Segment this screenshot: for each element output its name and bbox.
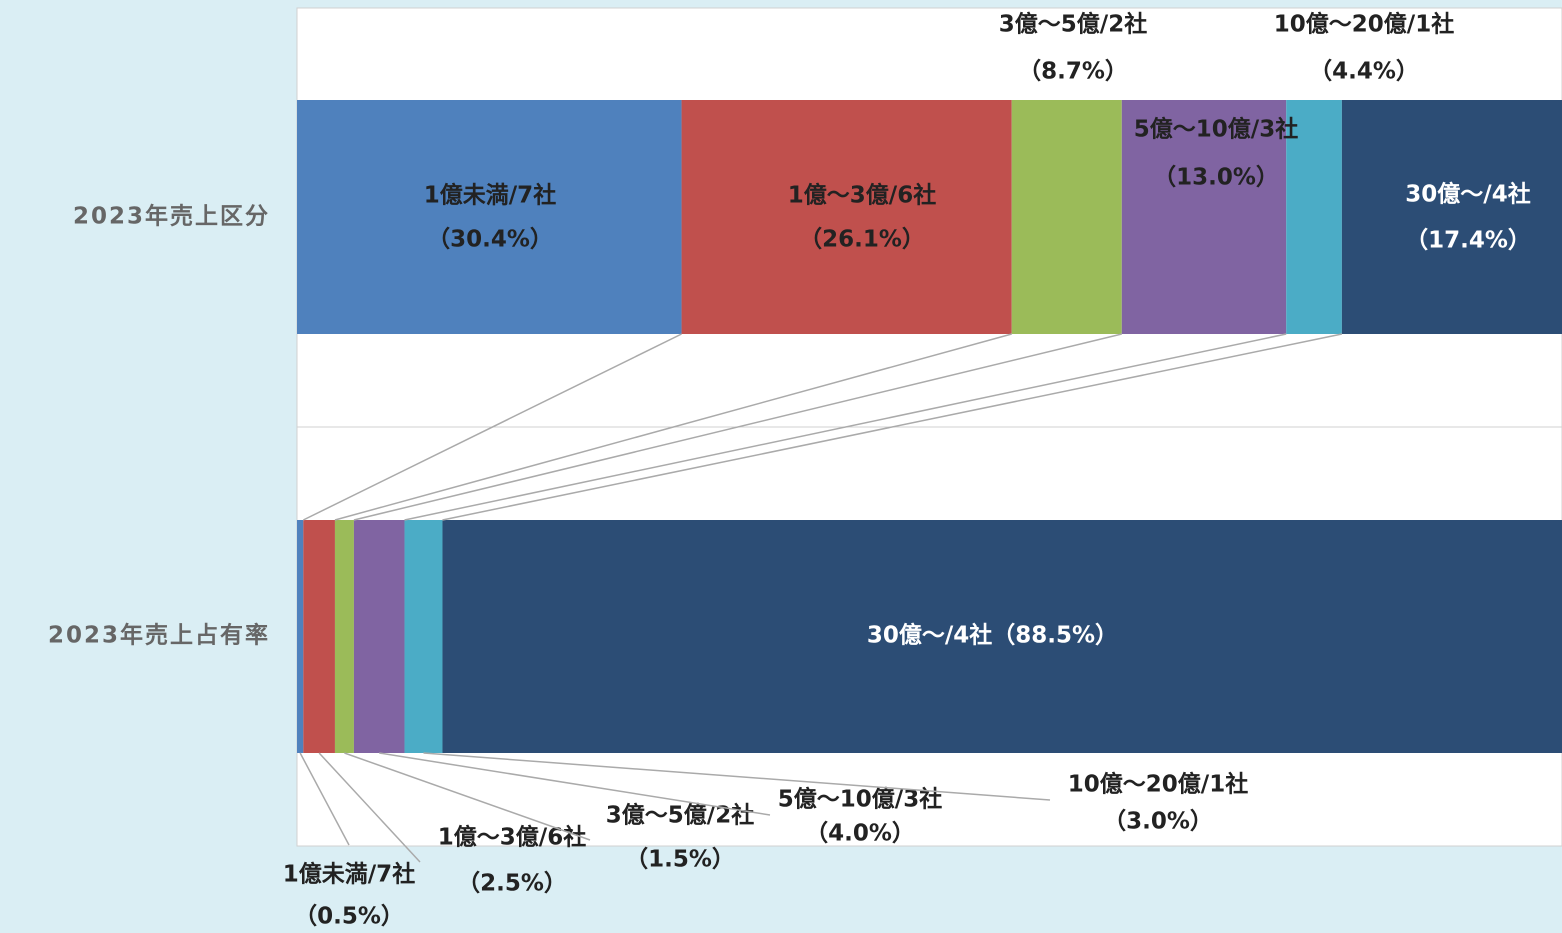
leader-line bbox=[318, 752, 421, 863]
bar-segment bbox=[404, 520, 443, 753]
data-label-value: （30.4%） bbox=[427, 226, 553, 253]
bar-segment bbox=[297, 100, 682, 334]
bar-segment bbox=[1286, 100, 1342, 334]
leader-line bbox=[423, 752, 1051, 801]
data-label-name: 30億～/4社 bbox=[1405, 181, 1530, 208]
data-label-value: （13.0%） bbox=[1153, 164, 1279, 191]
series-line bbox=[302, 333, 682, 521]
data-label-value: （4.0%） bbox=[805, 820, 915, 847]
data-label-value: （0.5%） bbox=[294, 903, 404, 930]
bar-segment bbox=[334, 520, 354, 753]
data-label-value: （2.5%） bbox=[457, 870, 567, 897]
leader-line bbox=[299, 752, 350, 846]
data-label-name: 3億～5億/2社 bbox=[999, 11, 1147, 38]
bar-segment bbox=[681, 100, 1012, 334]
data-label-value: （26.1%） bbox=[799, 226, 925, 253]
data-label-value: （17.4%） bbox=[1405, 227, 1531, 254]
series-line bbox=[442, 333, 1343, 521]
bar-segment bbox=[353, 520, 405, 753]
data-label-name: 1億未満/7社 bbox=[283, 861, 415, 888]
data-label-name: 10億～20億/1社 bbox=[1274, 11, 1454, 38]
data-label-value: （1.5%） bbox=[625, 846, 735, 873]
series-line bbox=[353, 333, 1122, 521]
data-label-name: 10億～20億/1社 bbox=[1068, 771, 1248, 798]
bar-segment bbox=[297, 520, 304, 753]
data-label-name: 1億～3億/6社 bbox=[438, 824, 586, 851]
bar-segment bbox=[1341, 100, 1562, 334]
bar-segment bbox=[442, 520, 1562, 753]
data-label-name: 1億未満/7社 bbox=[424, 182, 556, 209]
bar-segment bbox=[303, 520, 335, 753]
series-line bbox=[334, 333, 1012, 521]
data-label-value: （88.5%） bbox=[992, 622, 1118, 649]
data-label-name: 5億～10億/3社 bbox=[1134, 116, 1298, 143]
data-label-name: 1億～3億/6社 bbox=[788, 182, 936, 209]
data-label-value: （4.4%） bbox=[1309, 58, 1419, 85]
data-label-value: （3.0%） bbox=[1103, 808, 1213, 835]
data-label-name: 30億～/4社 bbox=[867, 622, 992, 649]
leader-line bbox=[344, 752, 591, 841]
category-label: 2023年売上占有率 bbox=[48, 622, 270, 649]
bar-segment bbox=[1121, 100, 1287, 334]
bar-segment bbox=[1011, 100, 1122, 334]
category-label: 2023年売上区分 bbox=[73, 203, 270, 230]
data-label-name: 3億～5億/2社 bbox=[606, 802, 754, 829]
data-label-value: （8.7%） bbox=[1018, 58, 1128, 85]
series-line bbox=[404, 333, 1287, 521]
leader-line bbox=[379, 752, 771, 816]
